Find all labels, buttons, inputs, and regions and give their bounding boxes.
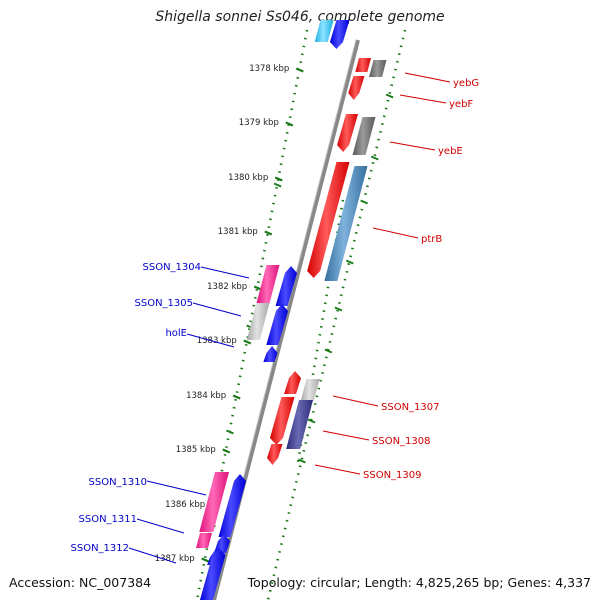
forward-gene-leader-line — [404, 72, 451, 83]
ruler-tick — [243, 339, 252, 345]
ruler-tick — [274, 176, 283, 182]
reverse-gene-leader-line — [128, 547, 177, 564]
gene-SSON_1311 — [214, 534, 230, 553]
ruler-tick-label: 1386 kbp — [165, 500, 205, 510]
inner-ruler-tick — [273, 182, 282, 188]
gene-ptrB-companion — [324, 166, 368, 281]
gene-SSON_1308 — [286, 400, 313, 449]
reverse-gene-label: SSON_1312 — [71, 543, 130, 554]
gene-yebE — [337, 114, 358, 152]
ruler-tick — [264, 230, 273, 236]
gene-SSON_1308-segment — [269, 397, 295, 445]
gene-holE — [263, 346, 278, 362]
ruler-tick — [295, 67, 304, 73]
reverse-gene-label: SSON_1305 — [135, 298, 194, 309]
ruler-tick-label: 1382 kbp — [207, 282, 247, 292]
ruler-tick — [232, 394, 241, 400]
forward-gene-leader-line — [372, 227, 419, 239]
gene-SSON_1305-companion — [246, 303, 270, 340]
gene-SSON_1310 — [218, 474, 246, 537]
gene-ptrB — [307, 162, 350, 278]
forward-gene-leader-line — [389, 141, 436, 151]
gene-cyan-top — [314, 20, 334, 42]
gene-SSON_1307 — [300, 379, 320, 401]
gene-SSON_1309 — [267, 444, 283, 465]
forward-gene-label: yebF — [449, 99, 473, 110]
inner-ruler-tick — [226, 429, 234, 435]
reverse-gene-label: SSON_1310 — [89, 477, 148, 488]
outer-ruler-tick — [385, 93, 394, 99]
outer-ruler-tick — [307, 418, 316, 424]
gene-yebG-companion — [369, 60, 387, 77]
forward-gene-leader-line — [314, 464, 361, 475]
forward-gene-label: SSON_1309 — [363, 470, 422, 481]
reverse-gene-leader-line — [136, 518, 185, 534]
ruler-tick-label: 1378 kbp — [249, 64, 289, 74]
ruler-dotted-line — [266, 29, 407, 600]
ruler-tick-label: 1385 kbp — [176, 445, 216, 455]
ruler-tick-label: 1384 kbp — [186, 391, 226, 401]
gene-SSON_1304-companion — [256, 265, 280, 303]
forward-gene-label: SSON_1307 — [381, 402, 440, 413]
outer-ruler-tick — [324, 348, 333, 354]
reverse-gene-leader-line — [192, 302, 242, 317]
forward-gene-label: yebG — [453, 78, 479, 89]
gene-reverse-top — [329, 20, 350, 49]
gene-SSON_1310-companion — [199, 472, 229, 532]
forward-gene-label: ptrB — [421, 234, 442, 245]
ruler-tick — [285, 121, 294, 127]
reverse-gene-leader-line — [200, 266, 250, 279]
gene-SSON_1305 — [266, 304, 288, 345]
outer-ruler-tick — [345, 259, 354, 265]
ruler-tick-label: 1379 kbp — [239, 118, 279, 128]
reverse-gene-leader-line — [146, 480, 207, 496]
outer-ruler-tick — [298, 458, 306, 464]
outer-ruler-tick — [334, 306, 343, 312]
accession-label: Accession: NC_007384 — [9, 575, 152, 590]
gene-yebF — [348, 76, 365, 100]
reverse-gene-label: holE — [165, 328, 187, 339]
forward-gene-leader-line — [399, 94, 447, 104]
ruler-tick — [222, 448, 231, 454]
ruler-tick-label: 1387 kbp — [155, 554, 195, 564]
ruler-tick-label: 1383 kbp — [197, 336, 237, 346]
map-title: Shigella sonnei Ss046, complete genome — [155, 9, 445, 25]
ruler-tick-label: 1380 kbp — [228, 173, 268, 183]
reverse-gene-label: SSON_1311 — [79, 514, 138, 525]
reverse-gene-leader-line — [186, 333, 235, 348]
ruler-tick — [253, 285, 262, 291]
outer-ruler-tick — [370, 155, 379, 161]
gene-yebG-segment — [355, 58, 371, 72]
gene-SSON_1304 — [275, 266, 297, 306]
gene-yebE-companion — [352, 117, 376, 155]
genome-summary-label: Topology: circular; Length: 4,825,265 bp… — [247, 575, 591, 590]
gene-SSON_1311-companion — [196, 533, 212, 548]
reverse-gene-label: SSON_1304 — [143, 262, 202, 273]
forward-gene-leader-line — [322, 430, 370, 441]
ruler-dotted-line — [195, 29, 309, 600]
forward-gene-leader-line — [332, 395, 379, 407]
gene-reverse-bottom — [199, 548, 226, 600]
gene-SSON_1307-segment — [284, 371, 301, 394]
forward-gene-label: SSON_1308 — [372, 436, 431, 447]
ruler-tick-label: 1381 kbp — [218, 227, 258, 237]
outer-ruler-tick — [360, 199, 369, 205]
forward-gene-label: yebE — [438, 146, 463, 157]
ruler-tick — [201, 557, 210, 563]
